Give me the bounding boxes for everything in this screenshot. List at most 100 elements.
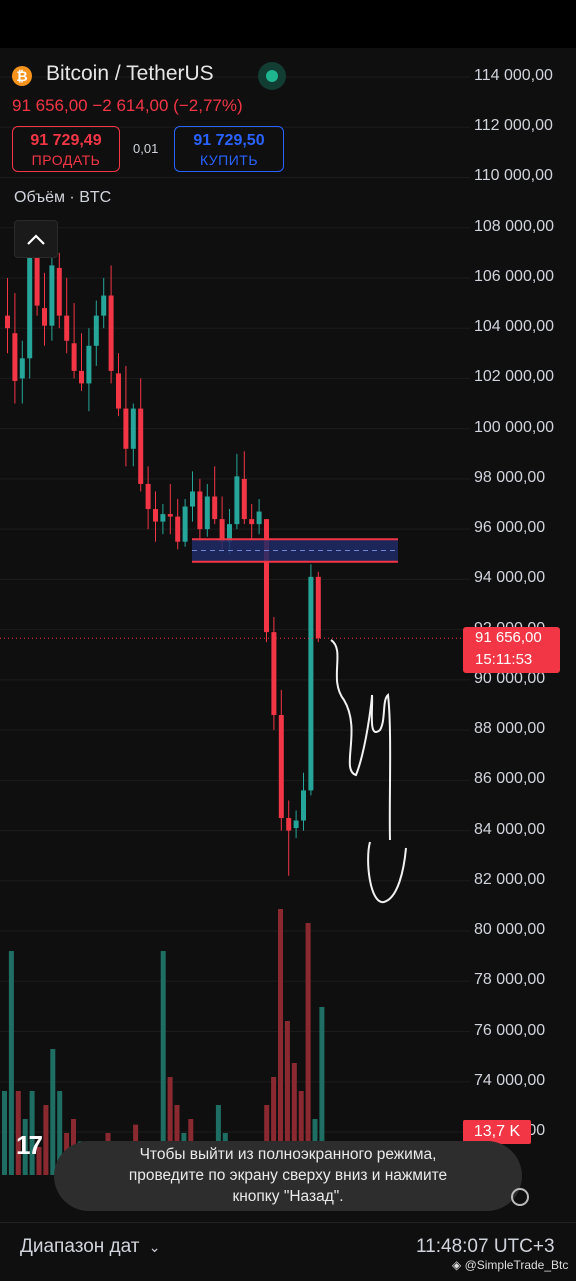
bitcoin-icon: ₿ [12,66,32,86]
volume-bar [264,1105,270,1175]
candle [190,471,195,522]
volume-bar [8,951,14,1175]
last-price-tag: 91 656,00 15:11:53 [463,627,560,673]
candle [234,453,240,530]
watermark: ◈ @SimpleTrade_Btc [452,1258,568,1272]
candle [182,499,188,547]
volume-bar [29,1091,35,1175]
y-tick-label: 114 000,00 [474,67,553,84]
candle [301,772,306,831]
market-open-icon[interactable] [258,62,286,90]
y-tick-label: 100 000,00 [474,418,555,436]
candle [49,252,55,341]
candle [138,378,144,492]
clock-label[interactable]: 11:48:07 UTC+3 [416,1236,555,1257]
candle [42,272,47,346]
chart-grid [0,76,470,1133]
sell-label: ПРОДАТЬ [31,152,101,168]
volume-bar [167,1077,173,1175]
date-range-label: Диапазон дат [20,1236,140,1257]
candle [256,499,262,535]
symbol-title[interactable]: Bitcoin / TetherUS [46,62,214,85]
candle [108,265,114,384]
tradingview-logo[interactable]: 17 [16,1130,43,1160]
candle [153,491,158,542]
volume-bar [50,1049,56,1175]
volume-bar [305,923,311,1175]
chevron-down-icon: ⌄ [148,1239,161,1255]
date-range-button[interactable]: Диапазон дат ⌄ [20,1236,160,1258]
buy-price: 91 729,50 [193,132,265,149]
candle [19,340,25,404]
candle [160,504,166,535]
volume-bar [15,1091,21,1175]
volume-tag: 13,7 K [463,1120,531,1144]
y-tick-label: 78 000,00 [474,971,546,989]
candle [197,478,203,542]
y-tick-label: 98 000,00 [474,468,546,486]
toast-line-3: кнопку "Назад". [232,1188,344,1205]
candle [5,277,10,354]
candle [93,300,99,366]
volume-bar [2,1091,7,1175]
y-tick-label: 80 000,00 [474,921,546,939]
buy-button[interactable]: 91 729,50 КУПИТЬ [174,126,284,172]
toast-line-2: проведите по экрану сверху вниз и нажмит… [128,1167,448,1184]
volume-bar [298,1091,304,1175]
y-tick-label: 76 000,00 [474,1021,546,1039]
price-change: 91 656,00 −2 614,00 (−2,77%) [12,96,243,115]
candle [293,810,299,839]
y-tick-label: 110 000,00 [474,167,553,185]
bar-countdown: 15:11:53 [475,651,533,668]
volume-bar [36,1147,42,1175]
candle [175,499,181,550]
y-tick-label: 102 000,00 [474,368,555,386]
candle [145,466,151,530]
chevron-up-icon [27,234,45,245]
candle [116,353,121,417]
spread-value: 0,01 [133,141,159,156]
candle [56,252,62,329]
candle [27,252,33,379]
candle [249,504,255,540]
y-tick-label: 94 000,00 [474,569,546,587]
volume-bar [319,1007,325,1175]
sell-button[interactable]: 91 729,49 ПРОДАТЬ [12,126,120,172]
volume-indicator-label[interactable]: Объём · BTC [14,189,112,206]
volume-bar [284,1021,290,1175]
y-tick-label: 90 000,00 [474,669,546,687]
last-price-value: 91 656,00 [475,629,542,646]
candle [79,333,84,391]
fullscreen-toast: Чтобы выйти из полноэкранного режима, пр… [54,1141,522,1211]
y-tick-label: 106 000,00 [474,267,555,285]
candle [71,303,77,379]
buy-label: КУПИТЬ [199,152,259,168]
volume-bar [43,1105,49,1175]
watermark-text: @SimpleTrade_Btc [464,1258,569,1272]
y-tick-label: 104 000,00 [474,318,555,336]
y-tick-label: 84 000,00 [474,820,546,838]
volume-bar [291,1063,297,1175]
collapse-button[interactable] [14,220,58,258]
sell-price: 91 729,49 [30,132,102,149]
y-tick-label: 88 000,00 [474,720,546,738]
price-zone[interactable] [192,538,398,563]
volume-bar [174,1105,180,1175]
candle [271,617,277,731]
candle [308,564,314,796]
candle [204,483,210,537]
volume-bar [160,951,166,1175]
candle [315,571,321,643]
y-tick-label: 86 000,00 [474,770,546,788]
volume-bar [22,1119,28,1175]
candle [212,466,218,525]
settings-icon[interactable] [511,1188,529,1206]
candle [286,800,292,876]
bottom-bar [0,1222,576,1281]
y-tick-label: 82 000,00 [474,870,546,888]
candle [86,328,92,412]
toast-line-1: Чтобы выйти из полноэкранного режима, [139,1146,437,1163]
volume-bar [57,1091,63,1175]
volume-bar [271,1077,277,1175]
